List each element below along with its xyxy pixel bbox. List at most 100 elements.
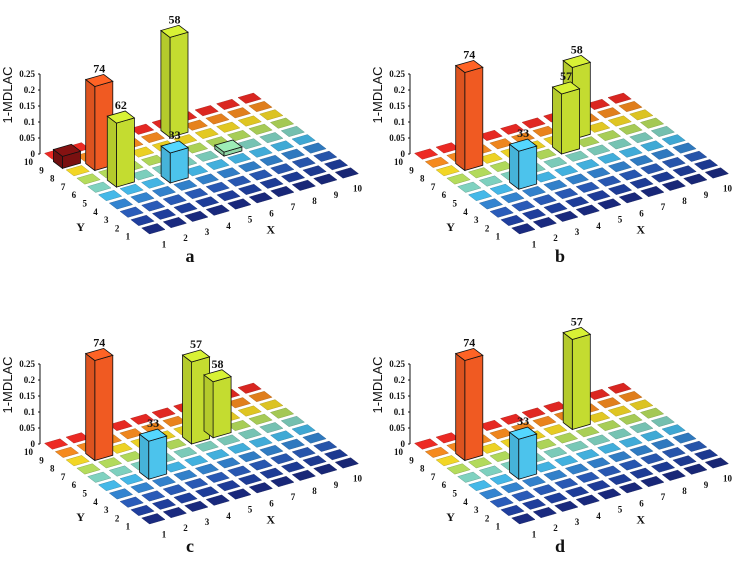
grid-tiles [44,92,359,235]
x-axis-label: X [636,512,645,526]
grid-tile [683,150,708,162]
x-tick-label: 4 [226,511,231,521]
bar-face-front [518,433,538,480]
grid-tile [259,444,284,456]
grid-tile [543,202,568,214]
grid-tile [564,196,590,208]
y-tick-label: 7 [61,472,66,482]
y-tick-label: 5 [82,199,87,209]
grid-tile [607,161,633,173]
y-tick-label: 3 [474,505,479,515]
grid-tile [607,451,633,463]
x-tick-label: 4 [596,221,601,231]
grid-tile [629,177,654,189]
grid-tile [108,488,134,500]
y-tick-label: 4 [93,207,98,217]
z-axis: 0 0.05 0.1 0.15 0.2 0.25 1-MDLAC [370,356,411,449]
bar-57: 57 [551,69,581,155]
grid-tile [216,457,241,469]
x-tick-label: 8 [312,486,317,496]
grid-tile [478,488,504,500]
bar-face-side [455,352,466,462]
y-tick-label: 9 [409,165,414,175]
grid-tile [597,442,622,454]
z-tick-label: 0.25 [389,69,405,79]
grid-tile [500,482,525,494]
grid-tile [205,159,230,171]
grid-tile [270,163,295,175]
grid-tile [607,92,632,104]
grid-tile [586,457,611,469]
grid-tile [141,200,166,212]
grid-tile [44,438,69,450]
grid-tile [194,173,220,185]
grid-tile [575,449,600,461]
grid-tile [302,142,327,154]
x-tick-label: 6 [639,208,644,218]
z-tick-label: 0.15 [389,101,405,111]
bar-face-front [464,66,484,172]
grid-tile [119,428,144,440]
bar-face-side [509,143,520,191]
grid-tile [237,405,262,417]
grid-tile [205,471,230,483]
grid-tile [227,198,252,210]
grid-tile [618,169,643,181]
bar-unlabeled [52,143,82,170]
grid-tile [216,434,241,446]
grid-tile [607,183,633,195]
x-axis-ticks: 1 2 3 4 5 6 7 8 9 10 X [162,474,363,540]
y-tick-label: 6 [442,190,447,200]
grid-tile [424,156,450,168]
grid-tile [478,465,503,477]
grid-tile [87,471,112,483]
grid-tile [554,210,579,222]
grid-tile [248,436,273,448]
grid-tile [618,413,643,425]
bar-33: 33 [508,414,538,481]
z-axis-label: 1-MDLAC [370,356,385,413]
grid-tile [639,407,665,419]
grid-tile [532,484,557,496]
grid-tile [248,482,273,494]
grid-tile [564,150,589,162]
grid-tile [489,473,514,485]
grid-tile [575,159,600,171]
grid-tile [586,144,611,156]
bar-face-side [562,331,573,431]
grid-tile [618,436,643,448]
grid-tile [151,185,177,197]
grid-tile [468,190,493,202]
grid-tile [323,449,349,461]
grid-tile [313,173,338,185]
y-tick-label: 4 [93,497,98,507]
grid-tile [162,415,187,427]
x-tick-label: 1 [162,239,167,249]
bar-face-front [116,117,135,188]
grid-tile [478,175,503,187]
grid-tile [269,117,295,129]
bar-face-top [84,73,114,87]
bar-face-top [508,138,538,152]
x-tick-label: 1 [532,529,537,539]
grid-tile [227,152,252,164]
grid-tile [607,138,632,150]
grid-tile [468,480,493,492]
grid-tile [270,186,295,198]
grid-tile [532,125,557,137]
grid-tile [510,132,536,144]
grid-tile [597,488,622,500]
x-tick-label: 10 [723,474,733,484]
grid-tile [205,181,230,193]
grid-tile [151,475,177,487]
grid-tile [543,156,568,168]
grid-tile [259,177,284,189]
grid-tile [108,465,133,477]
bar-value-label: 33 [517,414,529,428]
bar-face-side [139,433,150,481]
x-tick-label: 1 [532,239,537,249]
grid-tile [291,469,316,481]
grid-tile [704,167,729,179]
grid-tile [248,101,273,113]
